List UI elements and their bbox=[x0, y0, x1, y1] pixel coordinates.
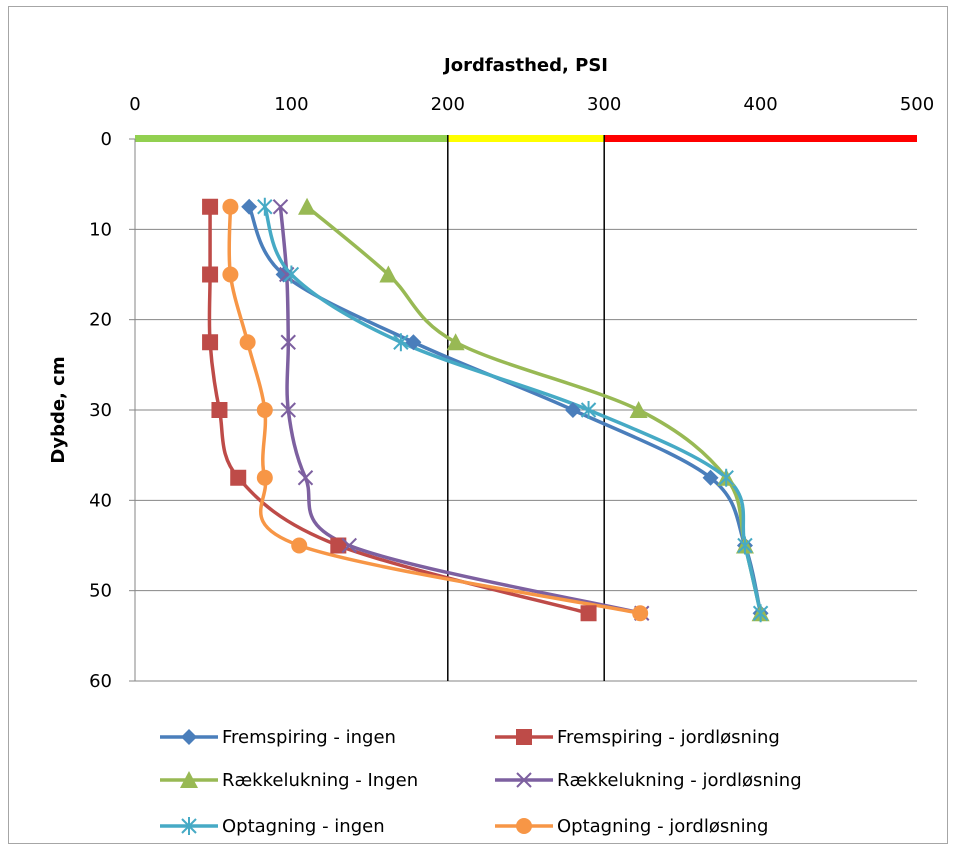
chart-frame bbox=[8, 6, 948, 844]
series-line-3 bbox=[278, 205, 644, 615]
series-line-4 bbox=[263, 205, 763, 615]
series-0-point-3 bbox=[564, 402, 581, 418]
series-3-point-0 bbox=[272, 199, 289, 215]
legend-entry-1: Fremspiring - jordløsning bbox=[495, 727, 780, 748]
series-2-point-2 bbox=[446, 333, 465, 351]
reference-lines bbox=[447, 135, 605, 681]
series-1-point-3 bbox=[211, 402, 228, 418]
series-1-point-4 bbox=[230, 469, 247, 486]
y-tick-label: 0 bbox=[101, 129, 112, 150]
y-axis-title: Dybde, cm bbox=[48, 356, 69, 463]
series-2-point-3 bbox=[629, 401, 648, 418]
series-markers bbox=[202, 197, 770, 623]
series-5-point-3 bbox=[256, 402, 273, 418]
zone-band-2 bbox=[604, 135, 917, 142]
legend-entry-3: Rækkelukning - jordløsning bbox=[495, 770, 802, 791]
series-5-point-4 bbox=[256, 469, 273, 486]
y-tick-labels: 0 10 20 30 40 50 60 bbox=[89, 129, 112, 692]
legend-entry-4: Optagning - ingen bbox=[160, 816, 385, 837]
x-tick-label: 200 bbox=[431, 94, 465, 115]
series-2-point-0 bbox=[298, 197, 317, 215]
zone-band-1 bbox=[447, 135, 605, 142]
series-0-point-2 bbox=[405, 334, 422, 351]
y-tick-label: 10 bbox=[89, 219, 112, 240]
legend-swatch-marker bbox=[180, 771, 198, 788]
series-4-point-6 bbox=[752, 604, 769, 623]
series-4-point-4 bbox=[718, 468, 734, 487]
legend-entry-0: Fremspiring - ingen bbox=[160, 727, 396, 748]
x-tick-label: 500 bbox=[900, 94, 934, 115]
legend-swatch-marker bbox=[181, 817, 197, 835]
x-axis-title: Jordfasthed, PSI bbox=[442, 55, 608, 76]
legend-swatch-marker bbox=[181, 729, 197, 745]
series-4-point-1 bbox=[283, 265, 300, 284]
legend-label: Fremspiring - jordløsning bbox=[557, 727, 780, 748]
legend-entry-2: Rækkelukning - Ingen bbox=[160, 770, 418, 791]
series-2-point-1 bbox=[379, 265, 398, 283]
series-1-point-0 bbox=[202, 198, 219, 215]
horizontal-gridlines bbox=[129, 138, 917, 682]
series-line-5 bbox=[227, 205, 642, 615]
legend-label: Rækkelukning - jordløsning bbox=[557, 770, 802, 791]
legend-swatch-marker bbox=[516, 729, 532, 745]
legend: Fremspiring - ingen Fremspiring - jordløs… bbox=[160, 727, 802, 837]
series-0-point-4 bbox=[702, 469, 719, 486]
x-tick-label: 400 bbox=[743, 94, 777, 115]
series-3-point-2 bbox=[280, 334, 296, 350]
series-1-point-2 bbox=[202, 334, 219, 351]
x-tick-label: 0 bbox=[129, 94, 140, 115]
series-4-point-0 bbox=[257, 197, 273, 216]
series-5-point-6 bbox=[632, 605, 649, 622]
y-tick-label: 60 bbox=[89, 671, 112, 692]
zone-band-0 bbox=[135, 135, 448, 142]
series-1-point-1 bbox=[202, 266, 219, 283]
y-tick-label: 20 bbox=[89, 310, 112, 331]
series-5-point-1 bbox=[222, 266, 239, 283]
series-3-point-5 bbox=[341, 537, 357, 554]
legend-entry-5: Optagning - jordløsning bbox=[495, 816, 768, 837]
legend-swatch-marker bbox=[516, 772, 532, 788]
series-3-point-3 bbox=[280, 402, 296, 418]
y-tick-label: 40 bbox=[89, 490, 112, 511]
series-5-point-5 bbox=[291, 537, 308, 554]
legend-swatch-marker bbox=[516, 818, 532, 834]
legend-label: Optagning - jordløsning bbox=[557, 816, 768, 837]
series-5-point-0 bbox=[222, 198, 239, 215]
series-4-point-2 bbox=[393, 333, 409, 352]
legend-label: Fremspiring - ingen bbox=[222, 727, 396, 748]
series-3-point-4 bbox=[297, 470, 314, 486]
x-tick-label: 300 bbox=[587, 94, 621, 115]
x-tick-labels: 0 100 200 300 400 500 bbox=[129, 94, 934, 115]
series-4-point-3 bbox=[580, 401, 597, 419]
series-4-point-5 bbox=[737, 536, 753, 555]
series-5-point-2 bbox=[239, 334, 256, 351]
y-tick-label: 30 bbox=[89, 400, 112, 421]
x-tick-label: 100 bbox=[274, 94, 308, 115]
series-1-point-6 bbox=[580, 605, 597, 622]
series-1-point-5 bbox=[330, 537, 347, 554]
zone-bands bbox=[135, 135, 917, 142]
y-tick-label: 50 bbox=[89, 581, 112, 602]
series-0-point-0 bbox=[241, 198, 258, 215]
legend-label: Optagning - ingen bbox=[222, 816, 385, 837]
legend-label: Rækkelukning - Ingen bbox=[222, 770, 418, 791]
